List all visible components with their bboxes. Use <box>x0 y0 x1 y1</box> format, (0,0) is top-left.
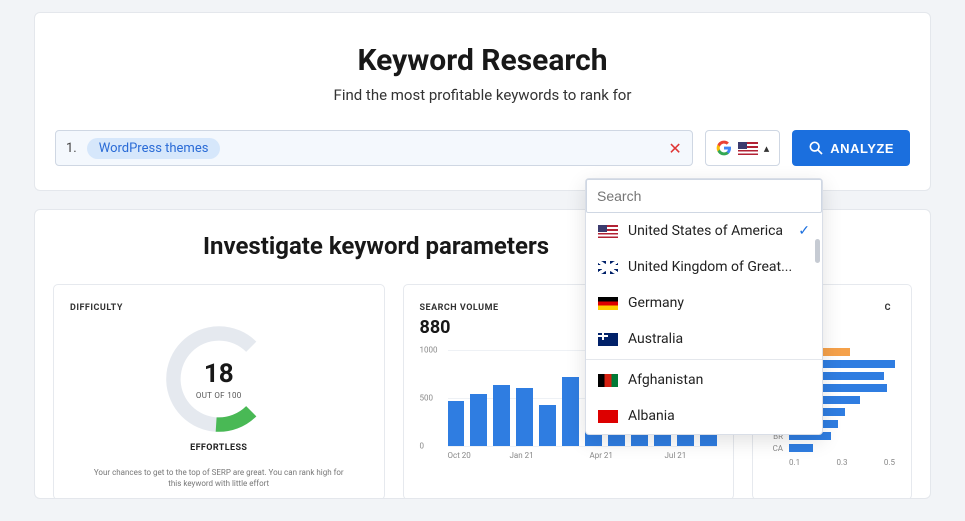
keyword-input[interactable]: 1. WordPress themes ✕ <box>55 130 693 166</box>
keyword-index: 1. <box>66 141 77 156</box>
region-option-label: Germany <box>628 295 684 311</box>
region-selector[interactable]: ▴ <box>705 130 781 166</box>
chart-bar <box>539 405 556 446</box>
region-option-label: United Kingdom of Great... <box>628 259 792 275</box>
flag-icon <box>738 142 758 155</box>
region-option[interactable]: Germany <box>586 285 822 321</box>
region-dropdown: United States of America ✓ United Kingdom … <box>585 178 823 435</box>
region-list: United States of America ✓ United Kingdom … <box>586 213 822 434</box>
difficulty-label: DIFFICULTY <box>70 303 368 313</box>
analyze-label: ANALYZE <box>830 141 894 156</box>
gauge-wrap: 18 OUT OF 100 EFFORTLESS Your chances to… <box>70 319 368 489</box>
region-option-label: Australia <box>628 331 683 347</box>
flag-icon <box>598 374 618 387</box>
chart-bar <box>516 388 533 446</box>
difficulty-gauge: 18 OUT OF 100 <box>159 319 279 439</box>
flag-icon <box>598 261 618 274</box>
gauge-center: 18 OUT OF 100 <box>159 319 279 439</box>
difficulty-panel: DIFFICULTY 18 OUT OF 100 EFFORTLESS Your… <box>53 284 385 499</box>
difficulty-tag: EFFORTLESS <box>190 443 247 453</box>
difficulty-score: 18 <box>204 359 234 389</box>
dropdown-separator <box>586 359 822 360</box>
chart-bar <box>448 401 465 446</box>
region-search-input[interactable] <box>586 179 822 213</box>
chevron-up-icon: ▴ <box>764 142 770 155</box>
flag-icon <box>598 410 618 423</box>
chart-bar <box>493 385 510 446</box>
flag-icon <box>598 225 618 238</box>
flag-icon <box>598 297 618 310</box>
region-option-label: United States of America <box>628 223 783 239</box>
chart-hbar <box>789 444 813 452</box>
google-icon <box>716 140 732 156</box>
search-row: 1. WordPress themes ✕ ▴ ANALYZE <box>55 130 910 166</box>
region-option-label: Afghanistan <box>628 372 703 388</box>
region-option[interactable]: Albania <box>586 398 822 434</box>
region-option[interactable]: United Kingdom of Great... <box>586 249 822 285</box>
region-option[interactable]: Afghanistan <box>586 362 822 398</box>
page-title: Keyword Research <box>55 43 910 78</box>
chart-bar <box>562 377 579 446</box>
region-search-wrap <box>586 179 822 213</box>
flag-icon <box>598 333 618 346</box>
check-icon: ✓ <box>798 223 810 239</box>
region-option-label: Albania <box>628 408 675 424</box>
search-card: Keyword Research Find the most profitabl… <box>34 12 931 191</box>
search-icon <box>808 140 824 156</box>
clear-icon[interactable]: ✕ <box>668 139 681 158</box>
region-option[interactable]: United States of America ✓ <box>586 213 822 249</box>
analyze-button[interactable]: ANALYZE <box>792 130 910 166</box>
region-option[interactable]: Australia <box>586 321 822 357</box>
keyword-chip[interactable]: WordPress themes <box>87 138 221 159</box>
page-subtitle: Find the most profitable keywords to ran… <box>55 86 910 104</box>
difficulty-sub: OUT OF 100 <box>196 391 242 400</box>
scrollbar-thumb[interactable] <box>815 239 820 263</box>
difficulty-desc: Your chances to get to the top of SERP a… <box>94 467 344 489</box>
chart-bar <box>470 394 487 446</box>
